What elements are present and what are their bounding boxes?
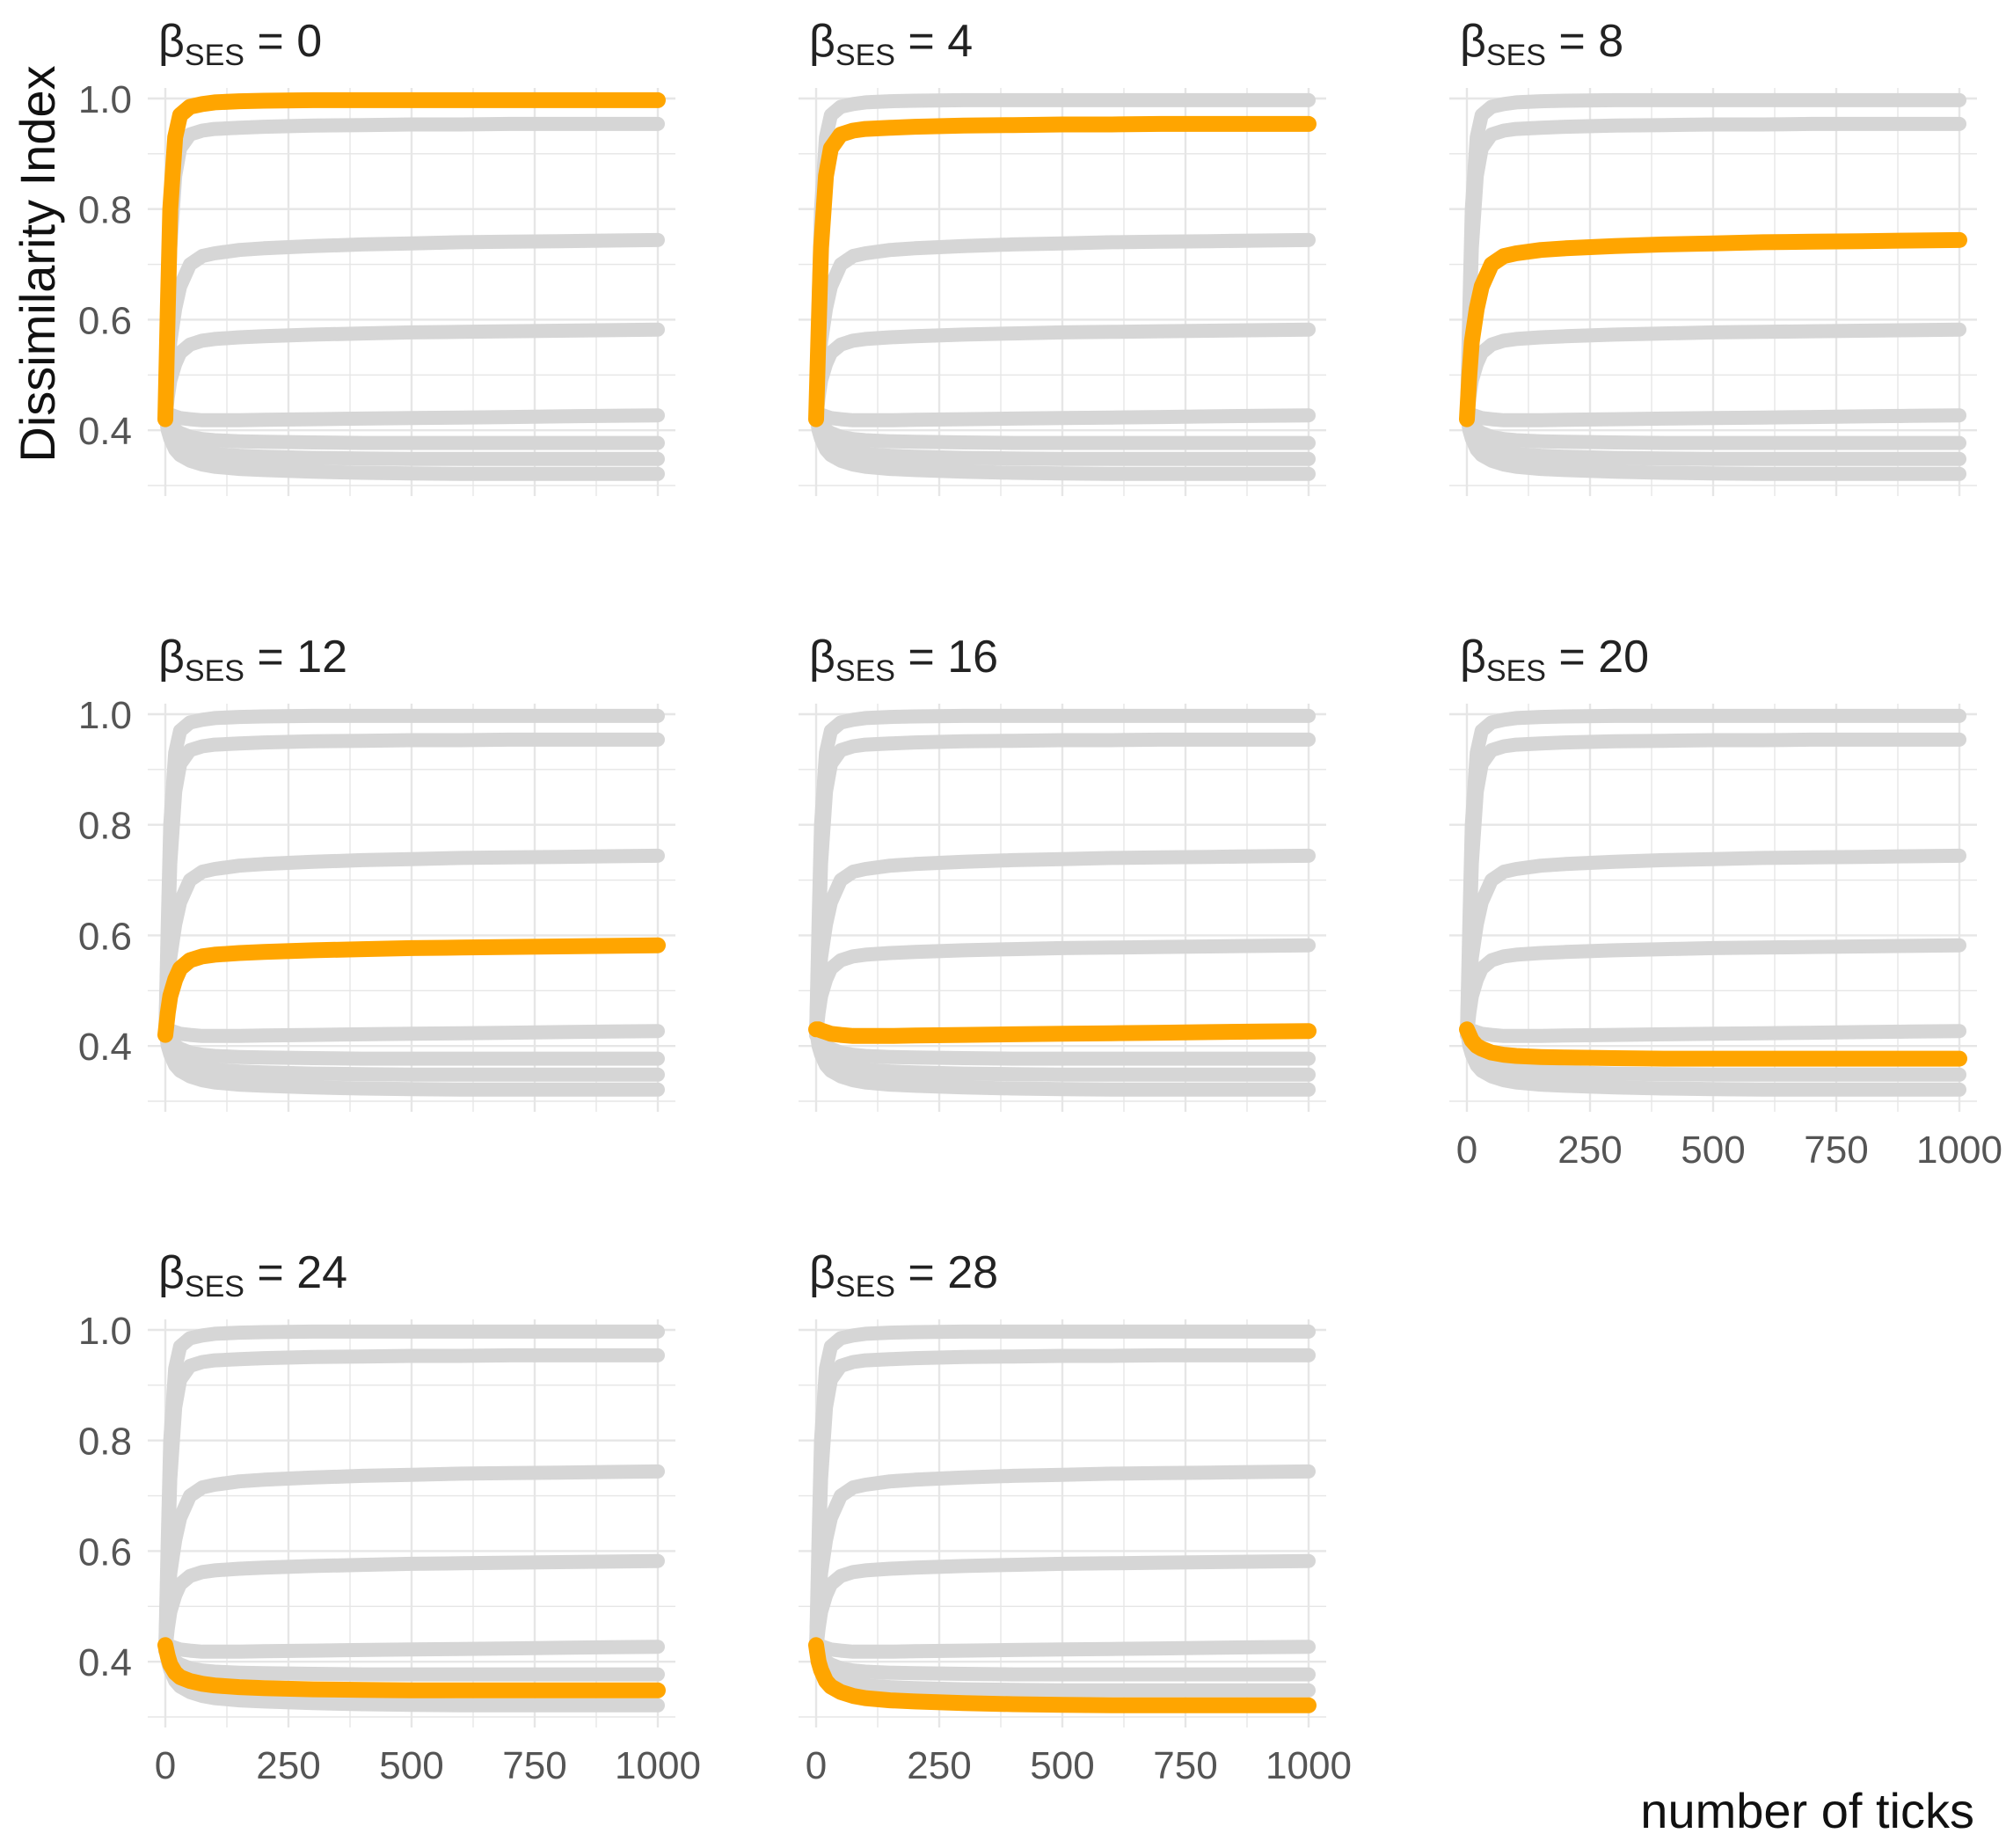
y-tick-label: 0.4 — [78, 410, 132, 453]
series-line-gray — [158, 1022, 665, 1097]
facet-title: βSES = 12 — [158, 632, 347, 688]
facet-panel: βSES = 8 — [1449, 16, 1977, 496]
series-line-gray — [158, 1553, 665, 1658]
series-line-gray — [809, 848, 1316, 1042]
series-line-gray — [809, 732, 1316, 1042]
series-line-gray — [1460, 938, 1966, 1042]
facet-title: βSES = 20 — [1460, 632, 1649, 688]
facets-layer: βSES = 0 0.4 0.6 0.8 1.0 βSES = 4 βSES = 8 βSES… — [78, 16, 2002, 1787]
y-tick-label: 0.8 — [78, 1421, 132, 1464]
x-tick-label: 750 — [1153, 1744, 1217, 1787]
series-line-gray — [158, 406, 665, 427]
x-tick-label: 250 — [907, 1744, 971, 1787]
series-line-gray — [1460, 1022, 1966, 1097]
series-line-highlight — [808, 115, 1317, 427]
x-tick-label: 1000 — [1916, 1129, 2002, 1172]
facet-panel: βSES = 4 — [799, 16, 1326, 496]
facet-title: βSES = 28 — [809, 1247, 998, 1304]
series-line-gray — [809, 938, 1316, 1042]
series-line-gray — [809, 406, 1316, 427]
series-line-gray — [1460, 848, 1966, 1042]
series-line-gray — [1460, 732, 1966, 1042]
facet-panel: βSES = 24 0.4 0.6 0.8 1.0 0 250 500 750 1000 — [78, 1247, 701, 1787]
series-line-highlight — [808, 1637, 1317, 1713]
series-line-gray — [1460, 116, 1966, 427]
facet-panel: βSES = 0 0.4 0.6 0.8 1.0 — [78, 16, 675, 496]
series-line-gray — [809, 406, 1316, 481]
series-line-gray — [809, 1348, 1316, 1658]
facet-panel: βSES = 28 0 250 500 750 1000 — [799, 1247, 1352, 1787]
y-tick-label: 1.0 — [78, 78, 132, 121]
x-tick-label: 1000 — [615, 1744, 701, 1787]
x-axis-title: number of ticks — [1640, 1783, 1974, 1838]
x-tick-label: 500 — [1681, 1129, 1745, 1172]
series-line-gray — [158, 1348, 665, 1658]
facet-panel: βSES = 20 0 250 500 750 1000 — [1449, 632, 2002, 1172]
series-line-gray — [158, 1022, 665, 1043]
background-series — [158, 708, 665, 1097]
series-line-highlight — [1459, 231, 1967, 427]
x-tick-label: 500 — [379, 1744, 443, 1787]
series-line-highlight — [157, 91, 666, 427]
x-tick-label: 750 — [1804, 1129, 1868, 1172]
y-tick-label: 0.6 — [78, 1530, 132, 1574]
x-tick-label: 0 — [1456, 1129, 1477, 1172]
series-line-gray — [158, 406, 665, 481]
series-line-gray — [1460, 406, 1966, 481]
series-line-gray — [158, 1638, 665, 1659]
facet-title: βSES = 8 — [1460, 16, 1623, 72]
y-axis-title: Dissimilarity Index — [10, 65, 65, 462]
y-tick-label: 0.8 — [78, 805, 132, 848]
x-tick-label: 500 — [1030, 1744, 1094, 1787]
series-line-gray — [158, 732, 665, 1042]
series-line-gray — [1460, 406, 1966, 427]
facet-title: βSES = 16 — [809, 632, 998, 688]
x-tick-label: 1000 — [1266, 1744, 1352, 1787]
series-line-gray — [809, 1553, 1316, 1658]
facet-title: βSES = 0 — [158, 16, 322, 72]
y-tick-label: 1.0 — [78, 1310, 132, 1353]
series-line-highlight — [157, 1637, 666, 1698]
x-tick-label: 0 — [806, 1744, 827, 1787]
y-tick-label: 0.4 — [78, 1641, 132, 1684]
x-tick-label: 250 — [1557, 1129, 1622, 1172]
facet-title: βSES = 4 — [809, 16, 973, 72]
series-line-highlight — [157, 937, 666, 1043]
facet-title: βSES = 24 — [158, 1247, 347, 1304]
series-line-gray — [1460, 1022, 1966, 1043]
x-tick-label: 250 — [256, 1744, 320, 1787]
series-line-gray — [158, 1464, 665, 1658]
y-tick-label: 0.4 — [78, 1026, 132, 1069]
x-tick-label: 0 — [155, 1744, 176, 1787]
background-series — [1460, 708, 1966, 1097]
x-tick-label: 750 — [502, 1744, 566, 1787]
facet-panel: βSES = 12 0.4 0.6 0.8 1.0 — [78, 632, 675, 1112]
y-tick-label: 0.6 — [78, 915, 132, 958]
y-tick-label: 0.8 — [78, 189, 132, 232]
y-tick-label: 1.0 — [78, 694, 132, 737]
series-line-gray — [809, 1022, 1316, 1097]
background-series — [809, 708, 1316, 1097]
series-line-highlight — [808, 1021, 1317, 1044]
series-line-gray — [809, 1464, 1316, 1658]
y-tick-label: 0.6 — [78, 299, 132, 342]
background-series — [158, 1324, 665, 1713]
series-line-gray — [809, 1638, 1316, 1659]
series-line-highlight — [1459, 1021, 1967, 1067]
facet-panel: βSES = 16 — [799, 632, 1326, 1112]
series-line-gray — [158, 848, 665, 1042]
